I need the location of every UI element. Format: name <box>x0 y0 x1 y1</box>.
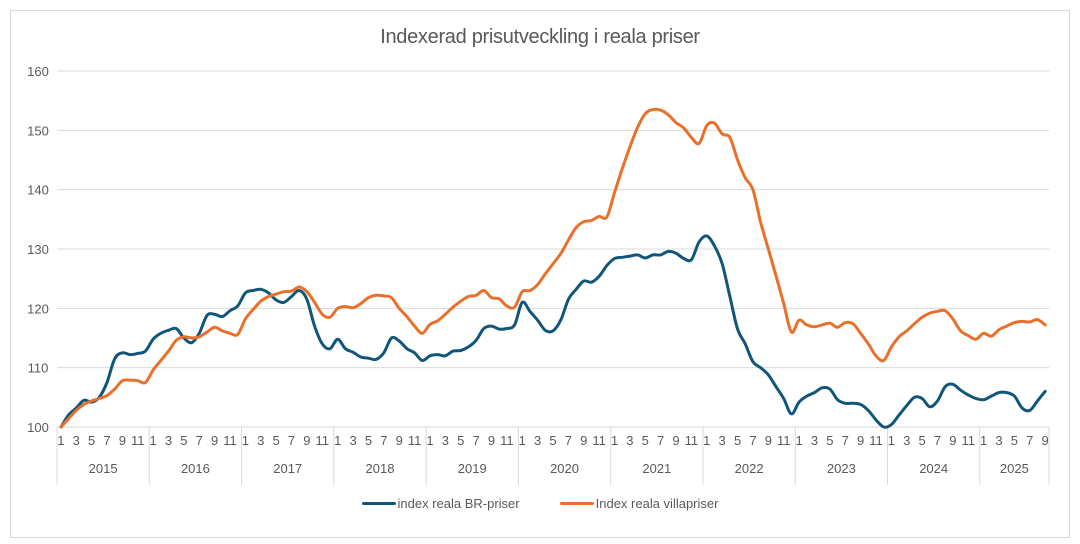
month-tick-label: 9 <box>672 433 679 448</box>
month-tick-label: 3 <box>626 433 633 448</box>
month-tick-label: 7 <box>288 433 295 448</box>
year-label: 2020 <box>550 461 579 476</box>
legend-label-br: index reala BR-priser <box>397 496 520 511</box>
month-tick-label: 3 <box>442 433 449 448</box>
year-label: 2018 <box>366 461 395 476</box>
month-tick-label: 5 <box>457 433 464 448</box>
month-tick-label: 1 <box>795 433 802 448</box>
legend-item-villa: Index reala villapriser <box>559 496 719 511</box>
month-tick-label: 7 <box>380 433 387 448</box>
month-tick-label: 5 <box>918 433 925 448</box>
month-tick-label: 7 <box>196 433 203 448</box>
year-label: 2022 <box>735 461 764 476</box>
month-tick-label: 7 <box>657 433 664 448</box>
month-tick-label: 11 <box>869 433 883 448</box>
month-tick-label: 5 <box>273 433 280 448</box>
month-tick-label: 5 <box>365 433 372 448</box>
month-tick-label: 3 <box>165 433 172 448</box>
month-tick-label: 9 <box>211 433 218 448</box>
month-tick-label: 1 <box>611 433 618 448</box>
legend-item-br: index reala BR-priser <box>361 496 520 511</box>
year-label: 2024 <box>919 461 948 476</box>
month-tick-label: 11 <box>316 433 330 448</box>
month-tick-label: 3 <box>719 433 726 448</box>
month-tick-label: 7 <box>842 433 849 448</box>
legend-swatch-villa <box>559 502 594 505</box>
month-tick-label: 3 <box>534 433 541 448</box>
month-tick-label: 7 <box>472 433 479 448</box>
year-label: 2016 <box>181 461 210 476</box>
legend: index reala BR-priser Index reala villap… <box>0 496 1080 511</box>
year-label: 2017 <box>273 461 302 476</box>
y-tick-label: 110 <box>28 361 49 376</box>
month-tick-label: 7 <box>934 433 941 448</box>
month-tick-label: 9 <box>765 433 772 448</box>
year-label: 2019 <box>458 461 487 476</box>
month-tick-label: 1 <box>703 433 710 448</box>
month-tick-label: 7 <box>565 433 572 448</box>
year-label: 2025 <box>1000 461 1029 476</box>
month-tick-label: 1 <box>888 433 895 448</box>
month-tick-label: 7 <box>103 433 110 448</box>
month-tick-label: 11 <box>408 433 422 448</box>
month-tick-label: 9 <box>949 433 956 448</box>
chart-frame <box>10 10 1070 538</box>
month-tick-label: 7 <box>749 433 756 448</box>
month-tick-label: 11 <box>500 433 514 448</box>
legend-label-villa: Index reala villapriser <box>595 496 719 511</box>
y-tick-label: 120 <box>27 301 49 316</box>
month-tick-label: 9 <box>580 433 587 448</box>
month-tick-label: 3 <box>257 433 264 448</box>
month-tick-label: 1 <box>426 433 433 448</box>
series-lines <box>59 107 1047 429</box>
month-tick-label: 7 <box>1026 433 1033 448</box>
year-label: 2023 <box>827 461 856 476</box>
month-tick-label: 11 <box>131 433 145 448</box>
y-axis: 100 110 120 130 140 150 160 <box>27 64 49 435</box>
month-tick-label: 5 <box>549 433 556 448</box>
month-tick-label: 3 <box>811 433 818 448</box>
month-tick-label: 9 <box>1042 433 1049 448</box>
month-tick-label: 9 <box>488 433 495 448</box>
series-line-villapriser <box>59 107 1047 429</box>
year-label: 2021 <box>642 461 671 476</box>
y-tick-label: 160 <box>27 64 49 79</box>
year-label: 2015 <box>89 461 118 476</box>
month-tick-label: 1 <box>242 433 249 448</box>
month-tick-label: 5 <box>1011 433 1018 448</box>
month-tick-label: 11 <box>777 433 791 448</box>
month-tick-label: 3 <box>903 433 910 448</box>
month-tick-label: 3 <box>995 433 1002 448</box>
month-tick-label: 11 <box>223 433 237 448</box>
month-tick-label: 1 <box>57 433 64 448</box>
month-tick-label: 9 <box>857 433 864 448</box>
legend-swatch-br <box>361 502 396 505</box>
month-tick-label: 11 <box>962 433 976 448</box>
month-tick-label: 1 <box>980 433 987 448</box>
month-tick-label: 5 <box>642 433 649 448</box>
chart-title: Indexerad prisutveckling i reala priser <box>380 26 700 48</box>
month-tick-label: 5 <box>734 433 741 448</box>
y-tick-label: 150 <box>27 123 49 138</box>
month-tick-label: 9 <box>303 433 310 448</box>
gridlines <box>57 70 1049 369</box>
month-tick-label: 9 <box>396 433 403 448</box>
month-tick-label: 9 <box>119 433 126 448</box>
y-tick-label: 100 <box>27 420 49 435</box>
y-tick-label: 140 <box>27 183 49 198</box>
month-tick-label: 3 <box>349 433 356 448</box>
month-tick-label: 11 <box>685 433 699 448</box>
month-tick-label: 5 <box>826 433 833 448</box>
month-tick-label: 1 <box>334 433 341 448</box>
month-tick-label: 5 <box>180 433 187 448</box>
series-line-br-priser <box>59 234 1047 429</box>
month-tick-label: 11 <box>592 433 606 448</box>
month-tick-label: 5 <box>88 433 95 448</box>
y-tick-label: 130 <box>27 242 49 257</box>
month-tick-label: 3 <box>73 433 80 448</box>
month-tick-label: 1 <box>519 433 526 448</box>
month-tick-label: 1 <box>150 433 157 448</box>
